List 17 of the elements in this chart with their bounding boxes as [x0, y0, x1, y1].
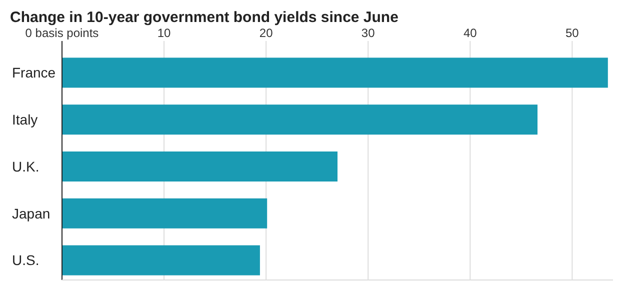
bar: [62, 104, 538, 135]
y-tick-label: Japan: [12, 205, 50, 222]
x-tick-label: 30: [361, 26, 376, 40]
bar: [62, 245, 260, 276]
x-tick-label: 50: [566, 26, 580, 40]
x-tick-label: 10: [157, 26, 172, 40]
y-tick-label: France: [12, 64, 56, 81]
chart-title: Change in 10-year government bond yields since June: [10, 9, 398, 26]
x-tick-label: 20: [259, 26, 274, 40]
bar: [62, 198, 268, 228]
bar: [62, 58, 608, 88]
y-tick-label: Italy: [12, 112, 38, 128]
y-tick-label: U.K.: [12, 158, 40, 174]
y-tick-label: U.S.: [12, 252, 40, 268]
x-tick-label: 40: [463, 26, 478, 40]
bar: [62, 151, 338, 182]
x-tick-label: 0 basis points: [25, 26, 99, 40]
